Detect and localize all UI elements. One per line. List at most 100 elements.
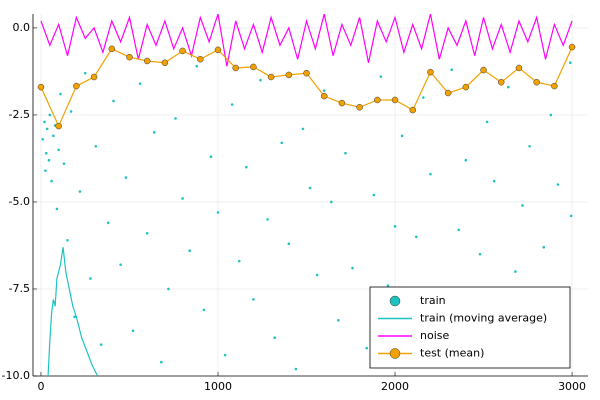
scatter-point [308,186,312,190]
scatter-point [181,197,184,200]
scatter-point [66,238,69,242]
scatter-point [216,211,220,214]
legend-label: noise [420,329,449,342]
scatter-point [344,151,347,155]
y-tick-label: -5.0 [9,195,30,208]
scatter-point [400,134,404,138]
marker [197,56,204,63]
scatter-point [386,284,390,287]
scatter-point [119,263,122,266]
scatter-point [47,158,51,162]
scatter-point [273,336,276,340]
marker [533,78,540,86]
scatter-point [43,120,46,124]
marker [285,71,293,79]
scatter-point [52,134,55,138]
scatter-point [83,71,87,75]
scatter-point [41,138,45,141]
scatter-point [457,228,461,232]
scatter-point [485,120,489,124]
scatter-point [223,353,227,357]
legend-marker [389,348,401,359]
marker [161,59,169,66]
series-line [40,46,573,128]
scatter-point [188,249,191,252]
marker [73,82,80,90]
scatter-point [106,221,110,225]
scatter-point [337,319,340,322]
scatter-point [174,117,177,120]
scatter-point [160,360,163,364]
scatter-point [450,68,453,71]
scatter-point [112,99,115,103]
y-tick-label: -10.0 [2,369,30,382]
x-tick-label: 2000 [381,380,409,393]
scatter-point [62,162,66,165]
scatter-point [266,218,269,221]
y-tick-label: -2.5 [9,108,30,121]
scatter-point [202,308,206,312]
marker [568,43,576,51]
scatter-point [351,266,354,270]
x-tick-label: 1000 [204,380,232,393]
scatter-point [478,252,482,256]
scatter-point [57,148,60,152]
scatter-point [542,245,546,249]
marker [126,53,133,61]
scatter-point [55,207,59,211]
scatter-point [167,287,170,291]
marker [515,64,523,72]
marker [374,96,381,104]
marker [444,89,452,97]
marker [391,96,399,104]
marker [303,69,310,77]
scatter-point [322,89,326,92]
scatter-point [59,92,62,96]
scatter-point [152,131,156,134]
scatter-point [379,75,383,78]
scatter-point [429,172,432,176]
marker [427,68,434,76]
scatter-point [315,273,319,277]
marker [480,66,487,74]
scatter-point [131,329,135,333]
scatter-point [259,78,262,82]
scatter-point [414,235,418,239]
scatter-point [237,259,241,263]
scatter-point [50,179,53,183]
scatter-point [528,144,531,148]
scatter-point [280,141,284,145]
scatter-point [245,165,248,169]
x-tick-label: 3000 [558,380,586,393]
scatter-point [549,113,553,117]
scatter-point [78,190,82,193]
marker [267,73,275,81]
scatter-point [145,231,149,235]
scatter-point [230,103,234,106]
scatter-point [507,85,510,89]
x-tick-label: 0 [37,380,44,393]
scatter-point [138,82,142,85]
scatter-point [94,144,98,148]
marker [108,45,116,53]
scatter-point [99,343,103,346]
series-line [47,247,99,376]
scatter-point [464,158,468,162]
scatter-point [287,242,291,246]
scatter-point [514,270,517,273]
scatter-point [568,61,572,65]
marker [551,82,558,90]
legend-marker [389,295,401,307]
legend-box [369,286,571,369]
scatter-point [69,110,73,113]
scatter-point [89,277,92,280]
scatter-point [124,176,128,179]
legend-label: train [420,294,446,307]
marker [250,63,257,71]
marker [409,106,416,114]
scatter-point [372,193,376,197]
scatter-point [44,151,48,155]
scatter-point [521,204,524,207]
marker [338,99,346,107]
marker [232,64,239,72]
